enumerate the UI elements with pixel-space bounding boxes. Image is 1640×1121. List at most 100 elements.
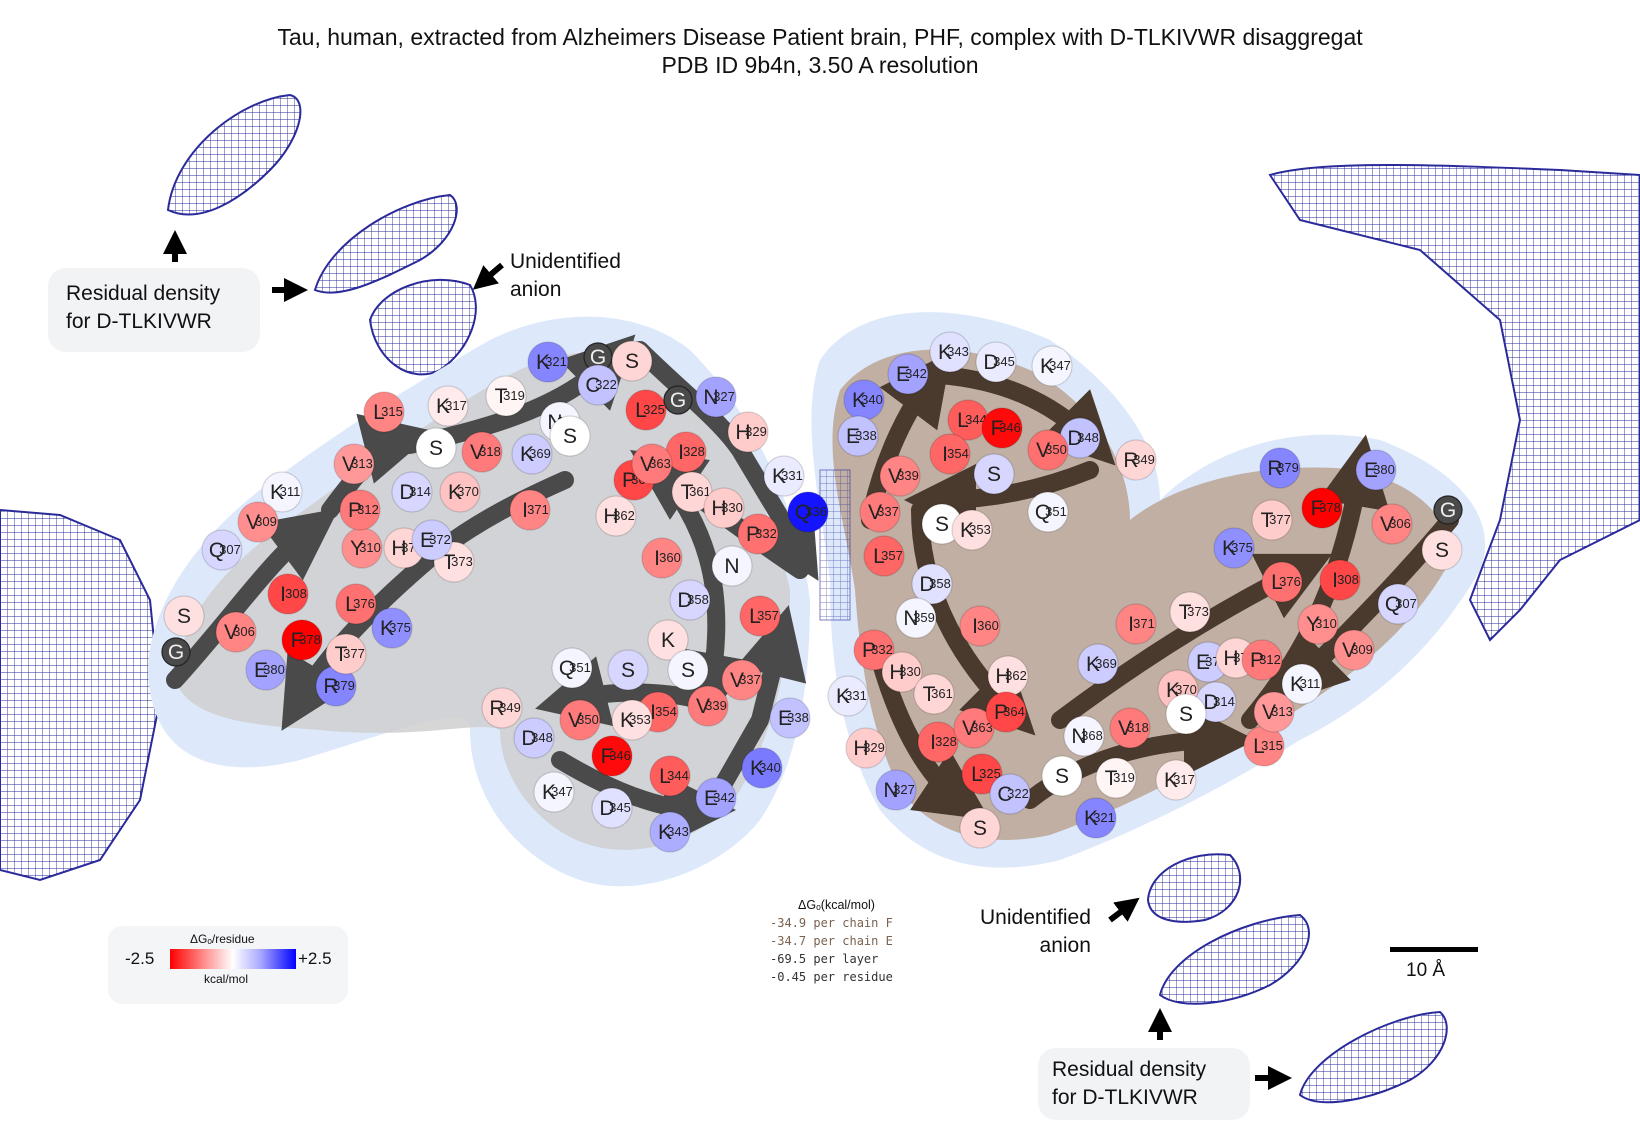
- residue-bubble: [335, 583, 377, 625]
- energy-summary: ΔGₒ(kcal/mol) -34.9 per chain F -34.7 pe…: [770, 896, 893, 986]
- residue-letter: K: [1290, 673, 1304, 696]
- residue-bubble: [895, 597, 937, 639]
- residue-number: 328: [683, 444, 705, 459]
- residue-letter: K: [542, 781, 556, 804]
- residue-bubble: [989, 773, 1031, 815]
- residue-number: 345: [609, 800, 631, 815]
- residue-letter: K: [620, 709, 634, 732]
- energy-chain-e: -34.7 per chain E: [770, 934, 893, 948]
- residue-letter: N: [724, 555, 739, 578]
- residue-number: 363: [649, 456, 671, 471]
- residue-letter: L: [1253, 735, 1265, 758]
- residue-letter: D: [919, 573, 934, 596]
- residue-letter: Q: [1385, 593, 1401, 616]
- chain-e-residue-S: S: [1041, 755, 1083, 797]
- scale-bar: [1390, 947, 1478, 952]
- residue-number: 371: [1133, 616, 1155, 631]
- residue-number: 363: [971, 720, 993, 735]
- mesh-left-edge: [0, 508, 162, 882]
- residue-letter: S: [177, 605, 191, 628]
- residue-bubble: [591, 735, 633, 777]
- residue-bubble: [237, 501, 279, 543]
- residue-number: 340: [759, 760, 781, 775]
- residual-left-box: [48, 268, 260, 352]
- residue-number: 347: [551, 784, 573, 799]
- residue-letter: K: [658, 821, 672, 844]
- residue-bubble: [577, 364, 619, 406]
- scale-bar-label: 10 Å: [1406, 960, 1446, 981]
- chain-e-residue-S: S: [921, 503, 963, 545]
- residue-number: 331: [781, 468, 803, 483]
- residue-bubble: [325, 633, 367, 675]
- chain-f-residue-S: S: [607, 649, 649, 691]
- residue-bubble: [1297, 603, 1339, 645]
- chain-e-residue-S: S: [959, 807, 1001, 849]
- residue-letter: H: [889, 661, 904, 684]
- residue-letter: D: [1067, 427, 1082, 450]
- residue-letter: F: [601, 745, 614, 768]
- residue-bubble: [551, 647, 593, 689]
- arrow-anion-right: [1108, 897, 1140, 923]
- residue-number: 380: [1373, 462, 1395, 477]
- chain-e-residue-I360: I 360: [959, 605, 1001, 647]
- residue-letter: K: [1164, 769, 1178, 792]
- residue-letter: G: [590, 346, 606, 369]
- residue-number: 370: [457, 484, 479, 499]
- residue-number: 308: [1337, 572, 1359, 587]
- residue-bubble: [929, 331, 971, 373]
- residue-number: 371: [527, 502, 549, 517]
- residual-right-box: [1038, 1048, 1250, 1120]
- residue-letter: Q: [209, 539, 225, 562]
- residue-number: 312: [1259, 652, 1281, 667]
- residue-letter: L: [345, 593, 357, 616]
- residue-letter: L: [873, 545, 885, 568]
- residue-number: 361: [689, 484, 711, 499]
- chain-f-residue-G: G: [161, 637, 191, 667]
- residue-number: 306: [233, 624, 255, 639]
- residue-bubble: [975, 341, 1017, 383]
- residue-bubble: [1095, 757, 1137, 799]
- residue-bubble: [1063, 715, 1105, 757]
- residue-bubble: [837, 415, 879, 457]
- residue-letter: V: [640, 453, 654, 476]
- residue-bubble: [647, 619, 689, 661]
- residue-bubble: [959, 807, 1001, 849]
- residue-number: 313: [351, 456, 373, 471]
- residue-bubble: [663, 385, 693, 415]
- residue-bubble: [411, 519, 453, 561]
- residue-letter: T: [1261, 509, 1274, 532]
- residue-bubble: [533, 771, 575, 813]
- residue-number: 376: [353, 596, 375, 611]
- residue-letter: S: [935, 513, 949, 536]
- residue-bubble: [631, 443, 673, 485]
- residual-left-label: Residual density for D-TLKIVWR: [66, 282, 221, 333]
- residue-number: 312: [357, 502, 379, 517]
- energy-layer: -69.5 per layer: [770, 952, 879, 966]
- residue-number: 339: [897, 468, 919, 483]
- residue-number: 364: [1003, 704, 1025, 719]
- residue-letter: H: [391, 537, 406, 560]
- residue-bubble: [913, 673, 955, 715]
- residue-number: 315: [381, 404, 403, 419]
- chain-e-residue-I371: I 371: [1115, 603, 1157, 645]
- residue-bubble: [595, 495, 637, 537]
- residue-letter: N: [883, 779, 898, 802]
- residue-letter: V: [342, 453, 356, 476]
- residue-number: 307: [219, 542, 241, 557]
